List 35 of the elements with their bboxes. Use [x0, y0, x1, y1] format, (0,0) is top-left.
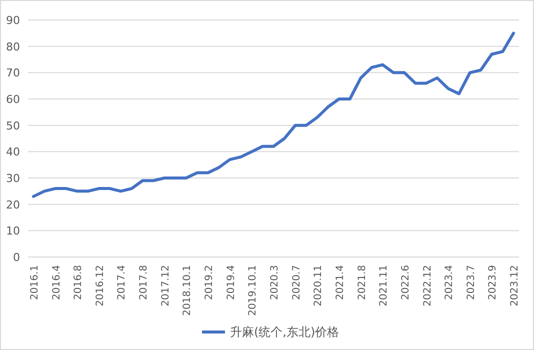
x-tick-label: 2019.4 [226, 265, 237, 300]
x-tick-label: 2022.6 [400, 265, 412, 300]
x-tick-label: 2016.4 [51, 265, 62, 300]
x-tick-label: 2023.4 [444, 265, 456, 300]
y-tick-label: 10 [6, 224, 20, 238]
x-tick-label: 2020.7 [291, 265, 302, 300]
x-tick-label: 2016.8 [73, 265, 84, 300]
x-tick-label: 2023.7 [466, 265, 477, 300]
y-tick-label: 20 [6, 198, 20, 212]
y-tick-label: 60 [6, 93, 20, 106]
x-tick-label: 2018.10.1 [182, 265, 194, 316]
x-tick-label: 2020.11 [313, 265, 324, 306]
y-tick-label: 80 [6, 40, 20, 54]
y-tick-label: 30 [6, 172, 20, 185]
y-tick-label: 0 [13, 251, 20, 264]
x-tick-label: 2021.8 [356, 265, 368, 300]
line-series [32, 32, 516, 198]
x-tick-label: 2023.9 [488, 265, 499, 300]
x-tick-label: 2019.2 [204, 265, 216, 300]
x-tick-label: 2017.4 [116, 265, 128, 300]
y-tick-label: 50 [6, 119, 20, 132]
x-tick-label: 2017.12 [160, 265, 172, 306]
x-tick-label: 2016.12 [94, 265, 106, 306]
x-tick-label: 2020.3 [270, 265, 280, 300]
x-tick-label: 2023.12 [510, 265, 521, 306]
y-tick-label: 90 [6, 14, 20, 27]
y-tick-label: 40 [6, 146, 20, 159]
legend-label: 升麻(统个,东北)价格 [230, 325, 340, 339]
x-tick-label: 2019.10.1 [248, 265, 259, 316]
x-tick-label: 2021.4 [334, 265, 346, 300]
y-tick-label: 70 [6, 66, 20, 80]
x-tick-label: 2022.12 [422, 265, 434, 306]
x-tick-label: 2021.11 [378, 265, 390, 306]
x-tick-label: 2017.8 [138, 265, 150, 300]
x-tick-label: 2016.1 [29, 265, 40, 300]
